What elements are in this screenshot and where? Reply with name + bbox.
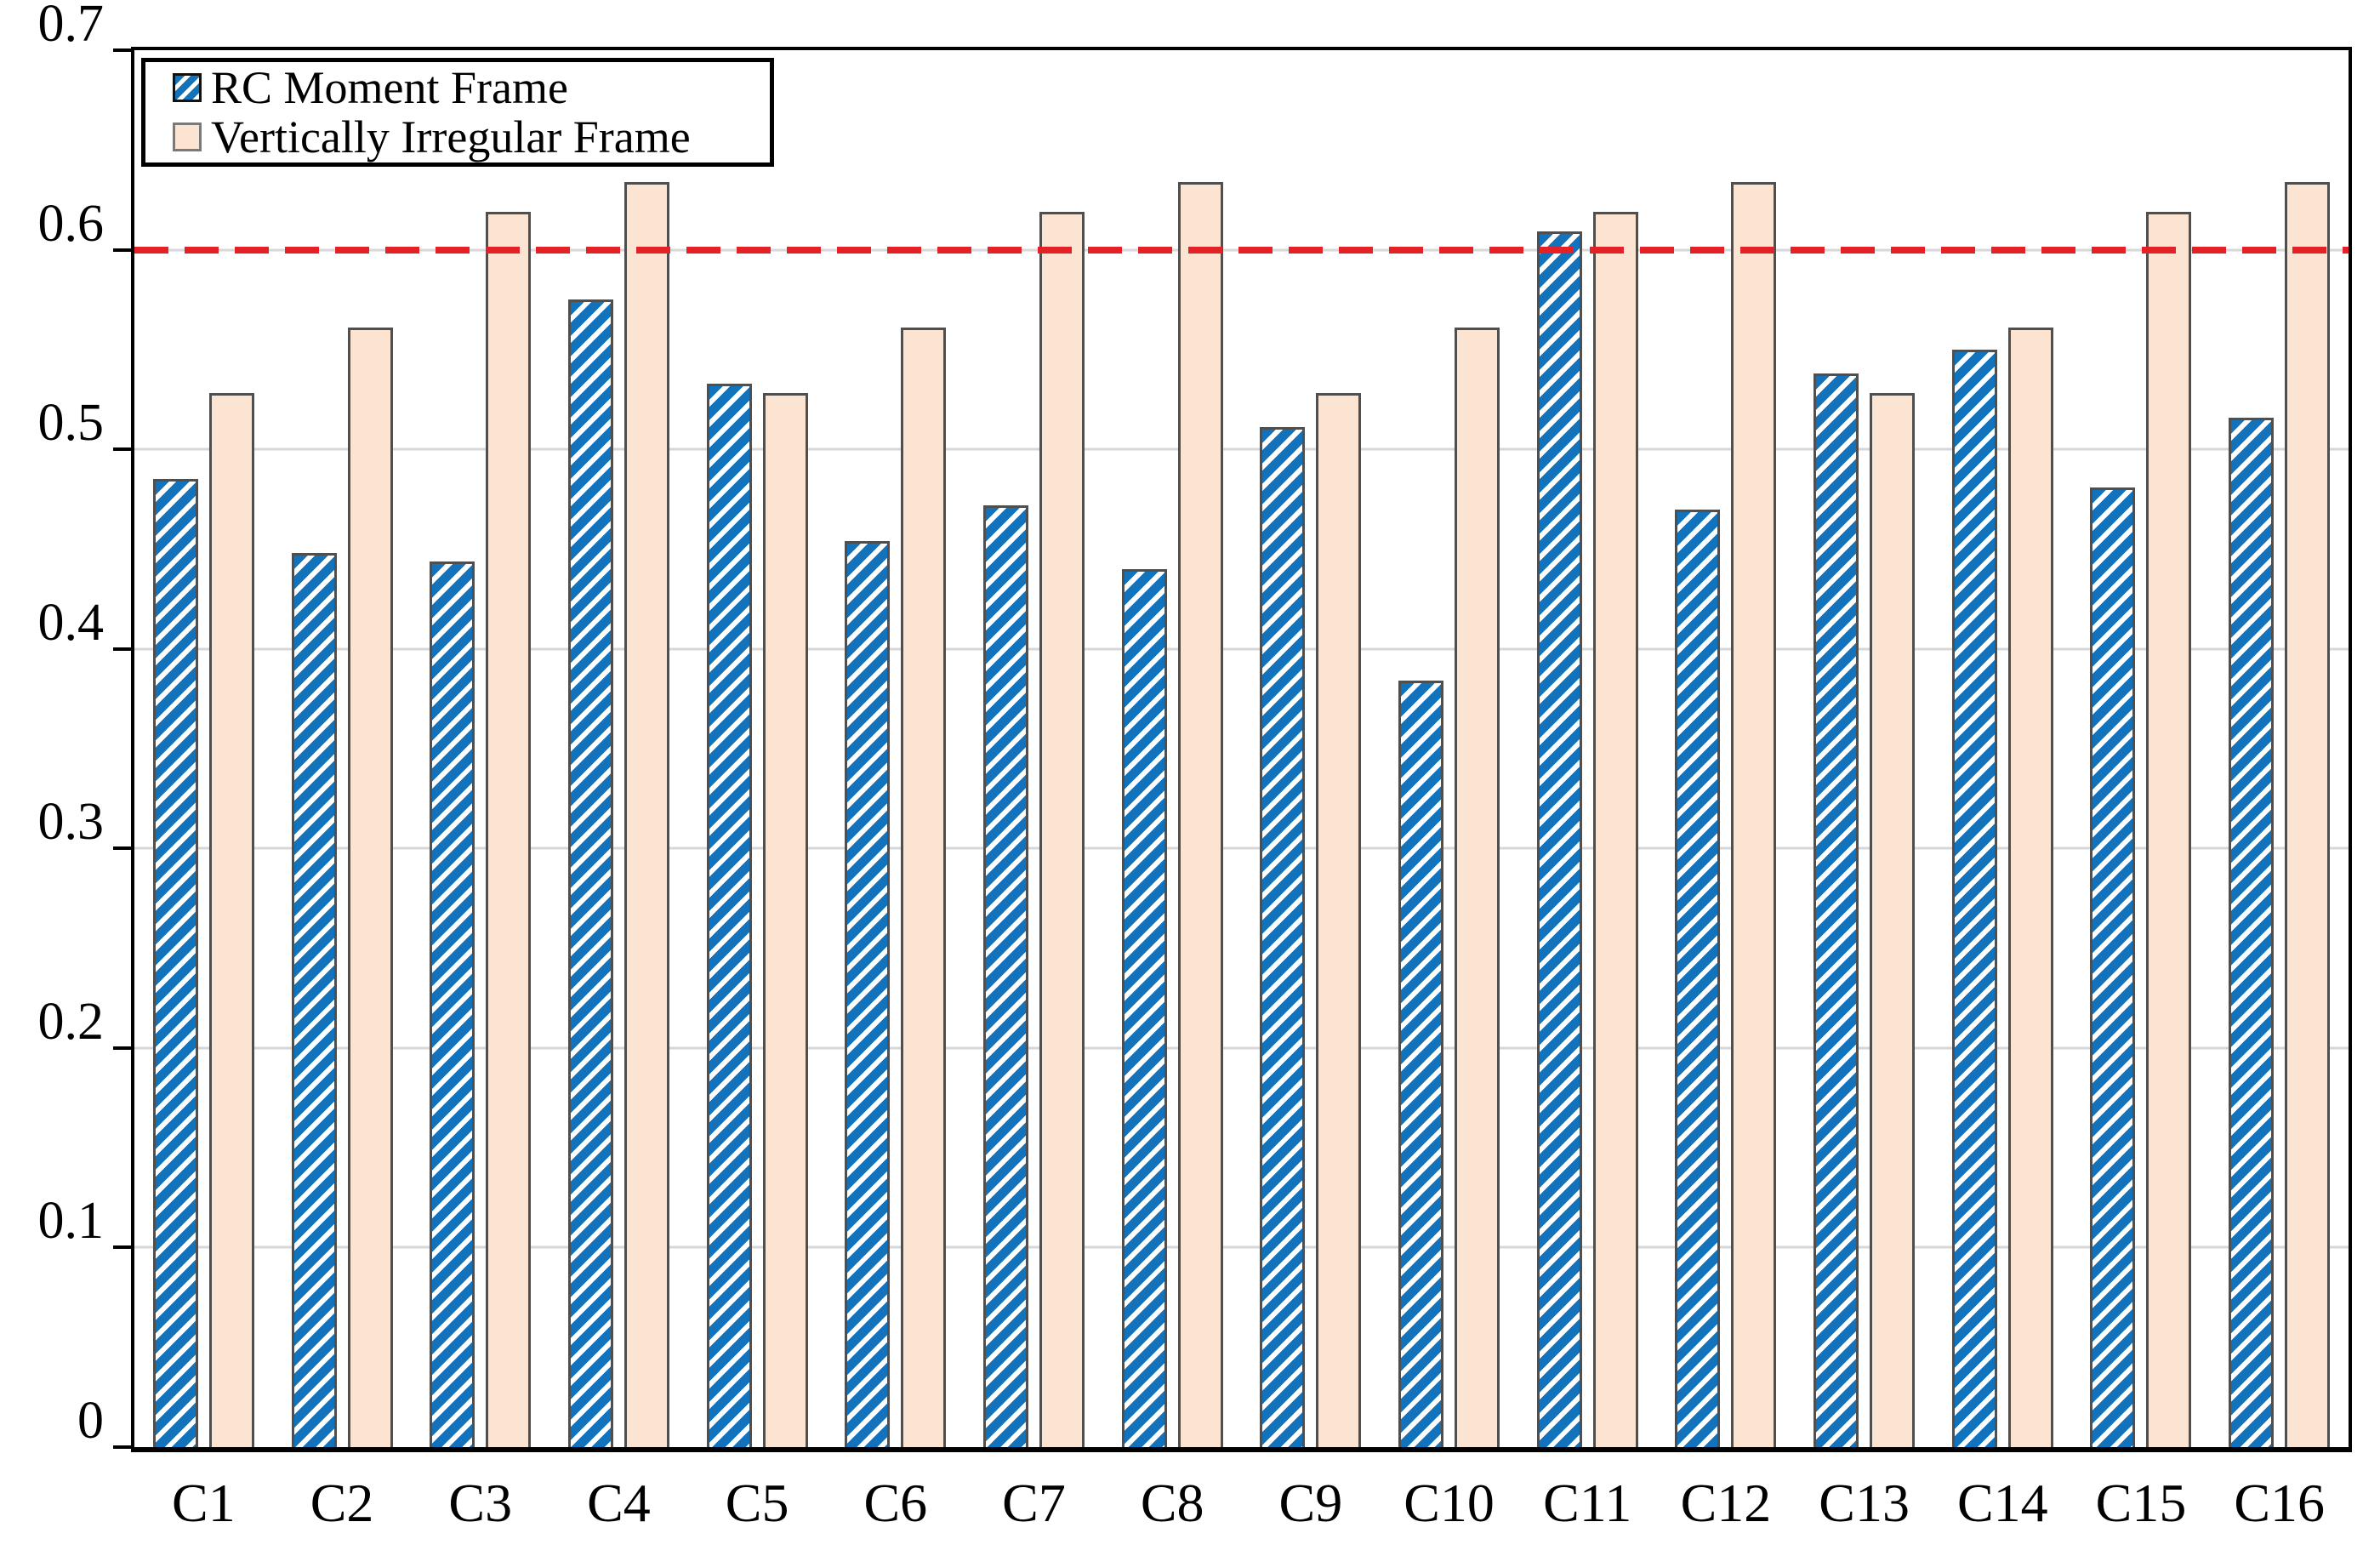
bar-C8-rc-moment-frame <box>1121 568 1167 1447</box>
bar-group-C15 <box>2072 50 2211 1447</box>
bar-C15-rc-moment-frame <box>2090 487 2136 1447</box>
bar-C2-rc-moment-frame <box>291 553 337 1447</box>
y-tick-label-0.1: 0.1 <box>37 1192 105 1251</box>
x-category-label-C2: C2 <box>310 1473 374 1533</box>
bar-C7-rc-moment-frame <box>982 504 1028 1447</box>
bar-C1-rc-moment-frame <box>152 479 198 1447</box>
bar-C1-vertically-irregular-frame <box>208 393 254 1447</box>
x-category-label-C10: C10 <box>1404 1473 1495 1533</box>
bar-C12-vertically-irregular-frame <box>1731 181 1777 1447</box>
bar-C3-rc-moment-frame <box>430 561 475 1447</box>
y-tick-0.5 <box>113 447 131 452</box>
bar-C9-rc-moment-frame <box>1260 427 1306 1447</box>
bar-C2-vertically-irregular-frame <box>347 328 393 1447</box>
y-tick-label-0.5: 0.5 <box>37 394 105 453</box>
gridline-0.4 <box>134 647 2349 651</box>
bar-group-C4 <box>549 50 688 1447</box>
bar-C16-rc-moment-frame <box>2229 417 2275 1447</box>
bar-C9-vertically-irregular-frame <box>1316 393 1362 1447</box>
x-category-label-C4: C4 <box>587 1473 651 1533</box>
bar-C13-vertically-irregular-frame <box>1870 393 1916 1447</box>
bar-group-C14 <box>1933 50 2072 1447</box>
x-category-label-C1: C1 <box>172 1473 236 1533</box>
y-tick-0.1 <box>113 1245 131 1250</box>
legend-label: RC Moment Frame <box>211 62 568 114</box>
y-tick-label-0.3: 0.3 <box>37 793 105 852</box>
x-category-label-C9: C9 <box>1278 1473 1343 1533</box>
bar-group-C10 <box>1380 50 1518 1447</box>
x-category-label-C15: C15 <box>2095 1473 2187 1533</box>
bar-group-C6 <box>826 50 965 1447</box>
bar-group-C7 <box>965 50 1103 1447</box>
y-tick-0.4 <box>113 647 131 651</box>
x-category-label-C8: C8 <box>1140 1473 1204 1533</box>
y-tick-label-0.2: 0.2 <box>37 992 105 1051</box>
bar-C7-vertically-irregular-frame <box>1039 212 1085 1447</box>
bar-C12-rc-moment-frame <box>1675 509 1721 1447</box>
legend-swatch-blue-hatched <box>173 73 202 103</box>
bar-group-C12 <box>1657 50 1796 1447</box>
x-category-label-C12: C12 <box>1680 1473 1772 1533</box>
bar-C4-rc-moment-frame <box>567 299 613 1447</box>
bar-group-C3 <box>411 50 549 1447</box>
x-category-label-C3: C3 <box>448 1473 513 1533</box>
bar-group-C11 <box>1518 50 1657 1447</box>
x-category-label-C7: C7 <box>1002 1473 1066 1533</box>
x-axis-category-labels: C1 C2 C3 C4 C5 C6 C7 C8 C9 C10 C11 C12 C13 C14 C15 C16 <box>134 1476 2349 1530</box>
y-tick-label-0.4: 0.4 <box>37 593 105 652</box>
x-category-label-C11: C11 <box>1543 1473 1632 1533</box>
gridline-0.2 <box>134 1046 2349 1050</box>
bar-C6-vertically-irregular-frame <box>901 328 947 1447</box>
x-category-label-C6: C6 <box>863 1473 928 1533</box>
gridline-0.1 <box>134 1245 2349 1249</box>
bar-C13-rc-moment-frame <box>1813 373 1859 1447</box>
bar-group-C5 <box>688 50 827 1447</box>
x-category-label-C14: C14 <box>1956 1473 2048 1533</box>
y-tick-label-0: 0 <box>77 1392 104 1450</box>
legend-label: Vertically Irregular Frame <box>211 111 691 162</box>
y-tick-0.6 <box>113 248 131 252</box>
bar-C4-vertically-irregular-frame <box>623 181 669 1447</box>
gridline-0.5 <box>134 447 2349 451</box>
x-category-label-C13: C13 <box>1819 1473 1910 1533</box>
bar-C3-vertically-irregular-frame <box>486 212 532 1447</box>
bar-group-C1 <box>134 50 273 1447</box>
legend: RC Moment Frame Vertically Irregular Fra… <box>141 58 774 167</box>
bar-series-container <box>134 50 2349 1447</box>
legend-item-rc-moment-frame: RC Moment Frame <box>173 65 770 111</box>
x-category-label-C5: C5 <box>725 1473 789 1533</box>
bar-C8-vertically-irregular-frame <box>1177 181 1223 1447</box>
y-tick-label-0.6: 0.6 <box>37 194 105 253</box>
bar-group-C13 <box>1795 50 1933 1447</box>
bar-C14-rc-moment-frame <box>1951 349 1997 1447</box>
y-tick-0.7 <box>113 48 131 52</box>
y-tick-0 <box>113 1445 131 1449</box>
bar-C5-vertically-irregular-frame <box>762 393 808 1447</box>
bar-C11-rc-moment-frame <box>1536 231 1582 1447</box>
plot-area: 0 0.1 0.2 0.3 0.4 0.5 0.6 0.7 C1 C2 C3 C4 C5 C6 C7 C8 C… <box>38 0 2352 1530</box>
x-category-label-C16: C16 <box>2234 1473 2325 1533</box>
legend-item-vertically-irregular-frame: Vertically Irregular Frame <box>173 114 770 160</box>
legend-swatch-peach-solid <box>173 122 202 151</box>
bar-group-C8 <box>1103 50 1242 1447</box>
bar-C5-rc-moment-frame <box>706 383 752 1447</box>
bar-group-C9 <box>1242 50 1381 1447</box>
bar-group-C16 <box>2210 50 2349 1447</box>
bar-C15-vertically-irregular-frame <box>2146 212 2192 1447</box>
bar-C10-vertically-irregular-frame <box>1455 328 1500 1447</box>
bar-C16-vertically-irregular-frame <box>2285 181 2331 1447</box>
y-tick-label-0.7: 0.7 <box>37 0 105 53</box>
gridline-0.3 <box>134 846 2349 850</box>
y-tick-0.3 <box>113 846 131 851</box>
bar-C11-vertically-irregular-frame <box>1592 212 1638 1447</box>
bar-C6-rc-moment-frame <box>845 541 891 1447</box>
y-tick-0.2 <box>113 1046 131 1050</box>
bar-C14-vertically-irregular-frame <box>2007 328 2053 1447</box>
reference-line-0.6 <box>134 246 2349 254</box>
bar-group-C2 <box>273 50 412 1447</box>
bar-C10-rc-moment-frame <box>1398 681 1444 1447</box>
